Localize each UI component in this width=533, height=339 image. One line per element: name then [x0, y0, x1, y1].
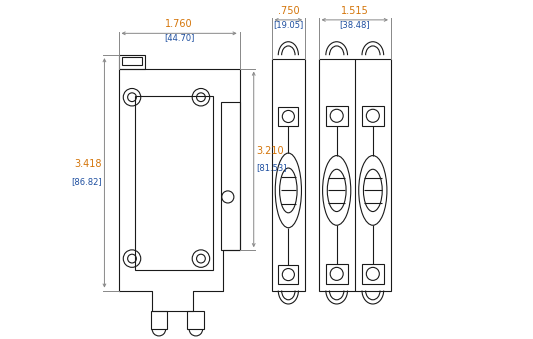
Bar — [188, 311, 204, 329]
Text: 1.760: 1.760 — [165, 19, 193, 29]
Text: [19.05]: [19.05] — [273, 20, 303, 29]
Bar — [150, 311, 167, 329]
Text: .750: .750 — [278, 6, 299, 16]
Ellipse shape — [280, 168, 297, 213]
Bar — [326, 106, 348, 126]
Ellipse shape — [364, 169, 382, 212]
Bar — [118, 55, 146, 68]
Text: 1.515: 1.515 — [341, 6, 369, 16]
Text: [38.48]: [38.48] — [340, 20, 370, 29]
Bar — [221, 102, 240, 250]
Text: 3.210: 3.210 — [256, 146, 284, 156]
Bar — [362, 264, 384, 284]
Bar — [362, 106, 384, 126]
Bar — [326, 264, 348, 284]
Bar — [122, 57, 142, 65]
Bar — [319, 59, 391, 291]
Bar — [278, 107, 298, 126]
Bar — [278, 265, 298, 284]
Bar — [135, 96, 213, 271]
Text: [86.82]: [86.82] — [71, 177, 102, 186]
Ellipse shape — [327, 169, 346, 212]
Text: 3.418: 3.418 — [74, 159, 102, 170]
Bar — [271, 59, 305, 291]
Text: [81.53]: [81.53] — [256, 163, 287, 172]
Text: [44.70]: [44.70] — [164, 33, 194, 42]
